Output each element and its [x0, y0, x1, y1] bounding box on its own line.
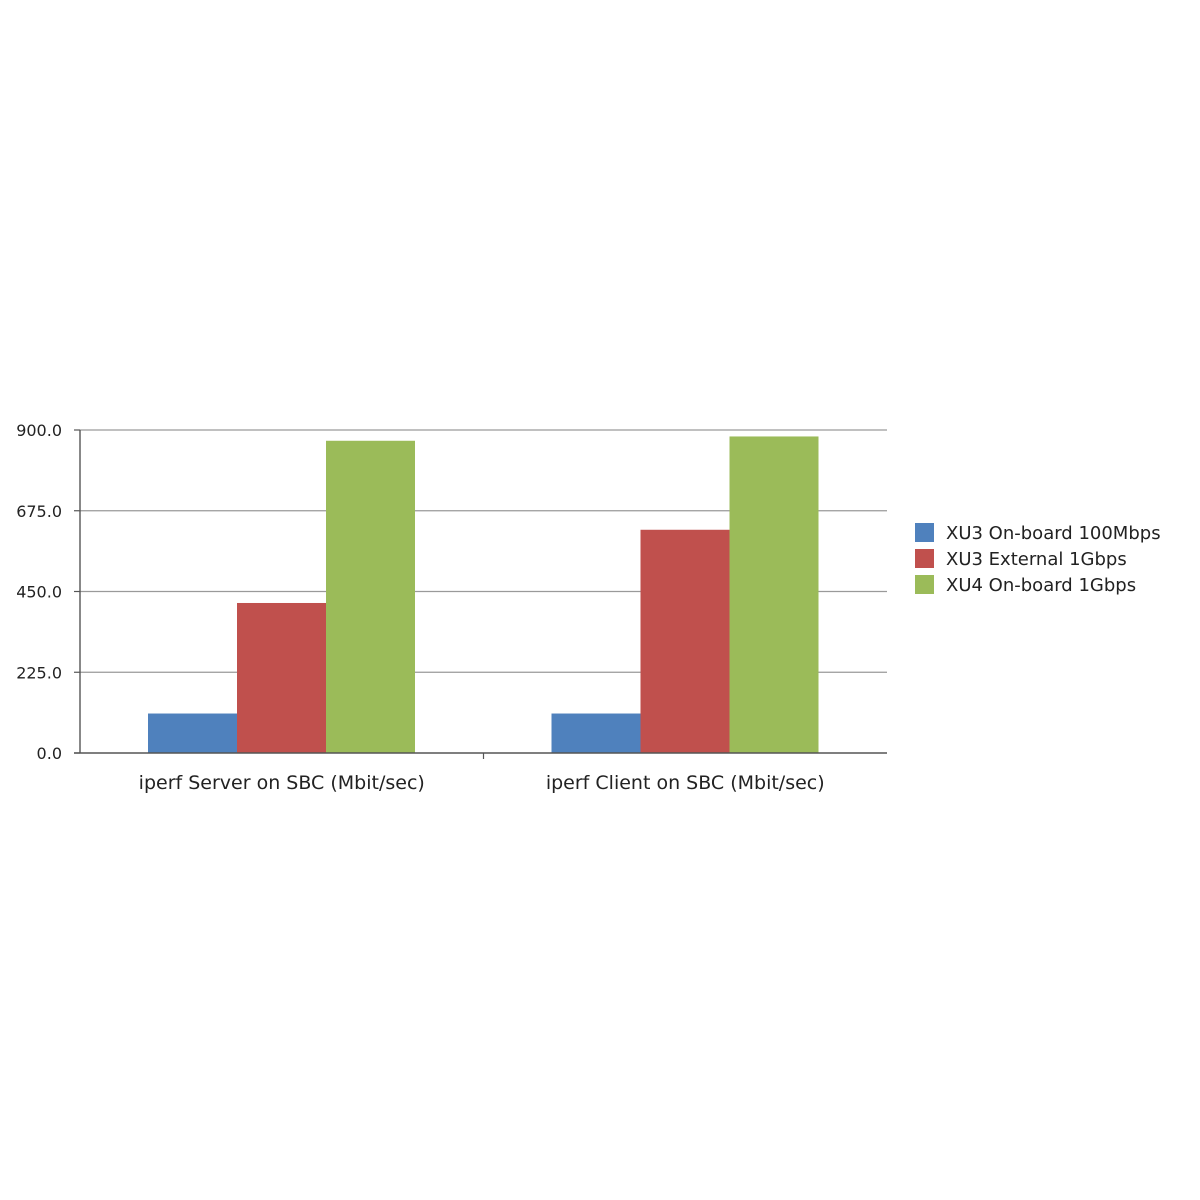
legend-label: XU4 On-board 1Gbps: [946, 575, 1136, 596]
legend-swatch: [915, 575, 934, 594]
legend: XU3 On-board 100Mbps XU3 External 1Gbps XU…: [915, 523, 1161, 596]
bar: [640, 529, 730, 753]
legend-label: XU3 External 1Gbps: [946, 549, 1127, 570]
y-tick-label: 900.0: [16, 421, 62, 440]
legend-swatch: [915, 523, 934, 542]
y-tick-label: 675.0: [16, 502, 62, 521]
bar: [148, 713, 237, 753]
y-tick-label: 225.0: [16, 663, 62, 682]
axis-labels: 0.0 225.0 450.0 675.0 900.0 iperf Server on S…: [16, 421, 824, 794]
legend-swatch: [915, 549, 934, 568]
x-category-label: iperf Client on SBC (Mbit/sec): [546, 772, 825, 794]
x-category-label: iperf Server on SBC (Mbit/sec): [139, 772, 425, 794]
bar: [326, 440, 415, 753]
legend-label: XU3 On-board 100Mbps: [946, 523, 1161, 544]
bars: [148, 436, 819, 753]
bar: [551, 713, 641, 753]
bar: [237, 602, 326, 753]
y-tick-label: 450.0: [16, 583, 62, 602]
y-tick-label: 0.0: [37, 744, 62, 763]
axes: [74, 429, 887, 759]
bar: [729, 436, 819, 753]
